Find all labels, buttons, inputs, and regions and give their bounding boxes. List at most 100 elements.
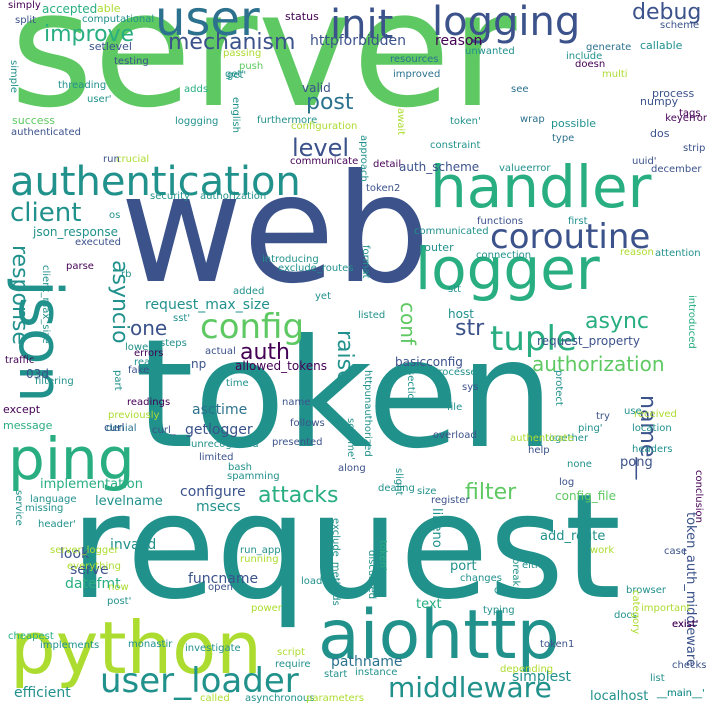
word-token-q3: token' bbox=[377, 540, 388, 571]
word-middleware: middleware bbox=[388, 671, 552, 704]
word-communicate: communicate bbox=[290, 156, 359, 167]
word-except: except bbox=[3, 403, 41, 416]
word-get: get' bbox=[225, 69, 245, 80]
word-auth: auth bbox=[240, 340, 290, 365]
word-first: first bbox=[568, 216, 588, 227]
word-crucial: crucial bbox=[116, 154, 150, 165]
word-handler: handler bbox=[430, 153, 652, 221]
word-os: os bbox=[109, 210, 121, 221]
word-port: port bbox=[450, 559, 477, 574]
word-script: script bbox=[277, 647, 305, 658]
word-along: along bbox=[338, 463, 366, 474]
word-testing: testing bbox=[114, 56, 149, 67]
word-response: response bbox=[7, 245, 32, 345]
word-errors: errors bbox=[134, 348, 164, 359]
word-actual: actual bbox=[205, 346, 236, 357]
word-asyncio: asyncio bbox=[107, 260, 132, 344]
word-tags: tags bbox=[679, 108, 701, 119]
word-fake: fake bbox=[128, 365, 150, 376]
word-steps: steps bbox=[160, 338, 187, 349]
word-serve: serve bbox=[70, 562, 109, 578]
word-sst: sst' bbox=[173, 313, 191, 324]
word-localhost: localhost bbox=[590, 689, 649, 704]
word-attention: attention bbox=[655, 248, 701, 259]
word-logger: logger bbox=[415, 235, 600, 303]
word-file: file bbox=[447, 402, 463, 413]
word-limited: limited bbox=[199, 452, 234, 463]
word-callable: callable bbox=[640, 39, 683, 52]
word-implementation: implementation bbox=[40, 477, 144, 492]
word-allowed-tokens: allowed_tokens bbox=[235, 359, 327, 373]
word-authorization: authorization bbox=[532, 352, 665, 376]
word-loggging: loggging bbox=[175, 116, 219, 127]
word-authenticate: authenticate bbox=[510, 433, 574, 444]
word-help: help bbox=[528, 445, 550, 456]
word-possible: possible bbox=[551, 117, 597, 130]
word-executed: executed bbox=[75, 237, 121, 248]
word-sys: sys bbox=[462, 382, 479, 393]
word-levelname: levelname bbox=[95, 494, 163, 509]
word-raise: raise bbox=[332, 330, 357, 384]
word-adds: adds bbox=[184, 84, 209, 95]
word-wrap: wrap bbox=[520, 114, 545, 125]
word-see: see bbox=[511, 84, 529, 95]
word-debug: debug bbox=[632, 0, 702, 25]
word-mechanism: mechanism bbox=[168, 30, 296, 55]
word-passing: passing bbox=[223, 48, 262, 59]
word-bash: bash bbox=[228, 462, 253, 473]
word-httpunauthorized: httpunauthorized bbox=[362, 370, 373, 457]
word-exclude-routes: exclude_routes bbox=[278, 263, 354, 274]
word-json: json bbox=[5, 280, 75, 403]
word-overload: overload bbox=[433, 430, 477, 441]
word-depending: depending bbox=[500, 664, 554, 675]
word-generate: generate bbox=[586, 42, 632, 53]
word-one: one bbox=[130, 316, 168, 340]
word-token1: token1 bbox=[540, 639, 575, 650]
word-status: status bbox=[285, 10, 319, 23]
word-post-q: post' bbox=[107, 596, 132, 607]
word-filter: filter bbox=[465, 480, 517, 505]
word-improved: improved bbox=[393, 69, 441, 80]
word-improve: improve bbox=[44, 22, 135, 47]
word-token-auth-middleware: token_auth_middleware bbox=[683, 512, 698, 667]
word-denial: denial bbox=[106, 423, 137, 434]
word-tuple: tuple bbox=[490, 319, 577, 359]
word-connection: connection bbox=[476, 250, 532, 261]
word-received: received bbox=[634, 409, 677, 420]
word-configuration: configuration bbox=[291, 121, 358, 132]
word-now: now bbox=[108, 582, 129, 593]
word-typing: typing bbox=[483, 605, 515, 616]
word-require: require bbox=[275, 659, 311, 670]
word-web: web bbox=[120, 143, 431, 317]
word-use: use bbox=[624, 406, 642, 417]
word-work: work bbox=[590, 545, 615, 556]
word-client-max-size: client_max_size bbox=[40, 265, 51, 344]
word-unwanted: unwanted bbox=[465, 46, 515, 57]
word-yet: yet bbox=[315, 291, 331, 302]
word-request-property: request_property bbox=[537, 334, 640, 348]
word-list: list bbox=[650, 673, 665, 684]
word-split: split bbox=[15, 15, 37, 26]
word-valid: valid bbox=[302, 81, 331, 95]
word-detail: detail bbox=[373, 159, 402, 170]
word-functions: functions bbox=[477, 216, 524, 227]
word-english: english bbox=[230, 97, 241, 133]
word-look: look bbox=[60, 546, 90, 562]
word-pong: pong bbox=[620, 455, 653, 470]
word-exist-q: exist' bbox=[672, 619, 699, 630]
word-np: np bbox=[191, 357, 207, 371]
word-lineno: lineno bbox=[429, 508, 444, 548]
word-discussed: discussed bbox=[366, 550, 377, 600]
word-location: location bbox=[632, 423, 672, 434]
word-config-file: config_file bbox=[555, 489, 616, 503]
word-able: able bbox=[97, 2, 121, 15]
word-success: success bbox=[12, 114, 56, 127]
word-reason: reason bbox=[435, 33, 483, 49]
word-httpforbidden: httpforbidden bbox=[310, 33, 407, 49]
word-missing: missing bbox=[25, 503, 64, 514]
word-protect: protect bbox=[553, 370, 564, 406]
word-include: include bbox=[566, 51, 603, 62]
word-docs: docs bbox=[614, 610, 638, 621]
word-size: size bbox=[417, 486, 437, 497]
word-getlogger: getlogger bbox=[185, 422, 253, 438]
